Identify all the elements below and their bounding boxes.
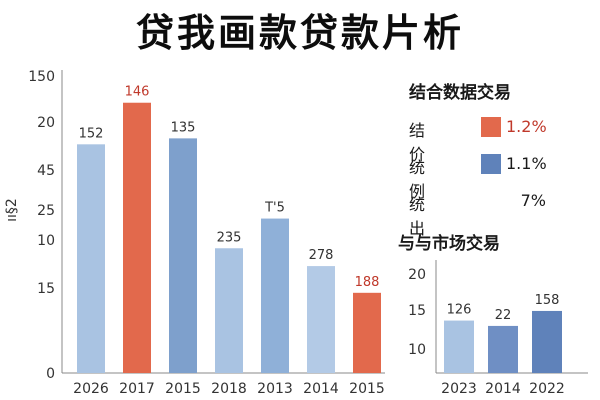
data-label: T'5 [264,201,285,216]
data-label: 278 [309,248,334,263]
bar [353,292,381,373]
legend-swatch [481,154,501,174]
x-tick-label: 2013 [257,381,293,397]
x-tick-label: 2022 [529,381,565,397]
bar [532,310,562,373]
x-tick-label: 2026 [73,381,109,397]
legend-item-value: 1.2% [506,117,547,136]
bar [169,138,197,373]
legend-item-value: 7% [520,191,546,210]
data-label: 188 [355,275,380,290]
legend-item-label: 统例 [409,158,426,201]
data-label: 158 [535,293,560,308]
data-label: 235 [217,230,242,245]
bar [215,248,243,373]
y-axis-label: ıı§2 [4,198,20,222]
x-tick-label: 2015 [349,381,385,397]
data-label: 126 [447,303,472,318]
x-tick-label: 2018 [211,381,247,397]
y-tick-label: 20 [408,267,426,283]
legend-swatch [481,117,501,137]
bar [307,266,335,373]
y-tick-label: 150 [28,69,55,85]
data-label: 135 [171,120,196,135]
y-tick-label: 15 [37,281,55,297]
page-title: 贷我画款贷款片析 [135,11,464,55]
main-bar-chart: 15020452510150ıı§21522026146201713520152… [4,69,385,397]
bar [488,325,518,373]
y-tick-label: 45 [37,163,55,179]
side-chart-title: 与与市场交易 [398,234,500,254]
y-tick-label: 25 [37,203,55,219]
data-label: 152 [79,126,104,141]
legend-item-label: 统出 [409,195,426,238]
y-tick-label: 15 [408,303,426,319]
bar [261,218,289,373]
y-tick-label: 0 [46,366,55,382]
legend-item-label: 结价 [409,121,426,164]
x-tick-label: 2014 [485,381,521,397]
y-tick-label: 20 [37,115,55,131]
bar [444,320,474,373]
side-bar-chart: 20 15 10 126 2023 22 2014 158 2022 [408,260,588,397]
x-tick-label: 2017 [119,381,155,397]
x-tick-label: 2014 [303,381,339,397]
data-label: 146 [125,85,150,100]
legend-title: 结合数据交易 [409,83,511,103]
x-tick-label: 2015 [165,381,201,397]
bar [123,102,151,374]
y-tick-label: 10 [408,342,426,358]
legend-item-value: 1.1% [506,154,547,173]
data-label: 22 [495,308,512,323]
x-tick-label: 2023 [441,381,477,397]
y-tick-label: 10 [37,233,55,249]
bar [77,144,105,373]
